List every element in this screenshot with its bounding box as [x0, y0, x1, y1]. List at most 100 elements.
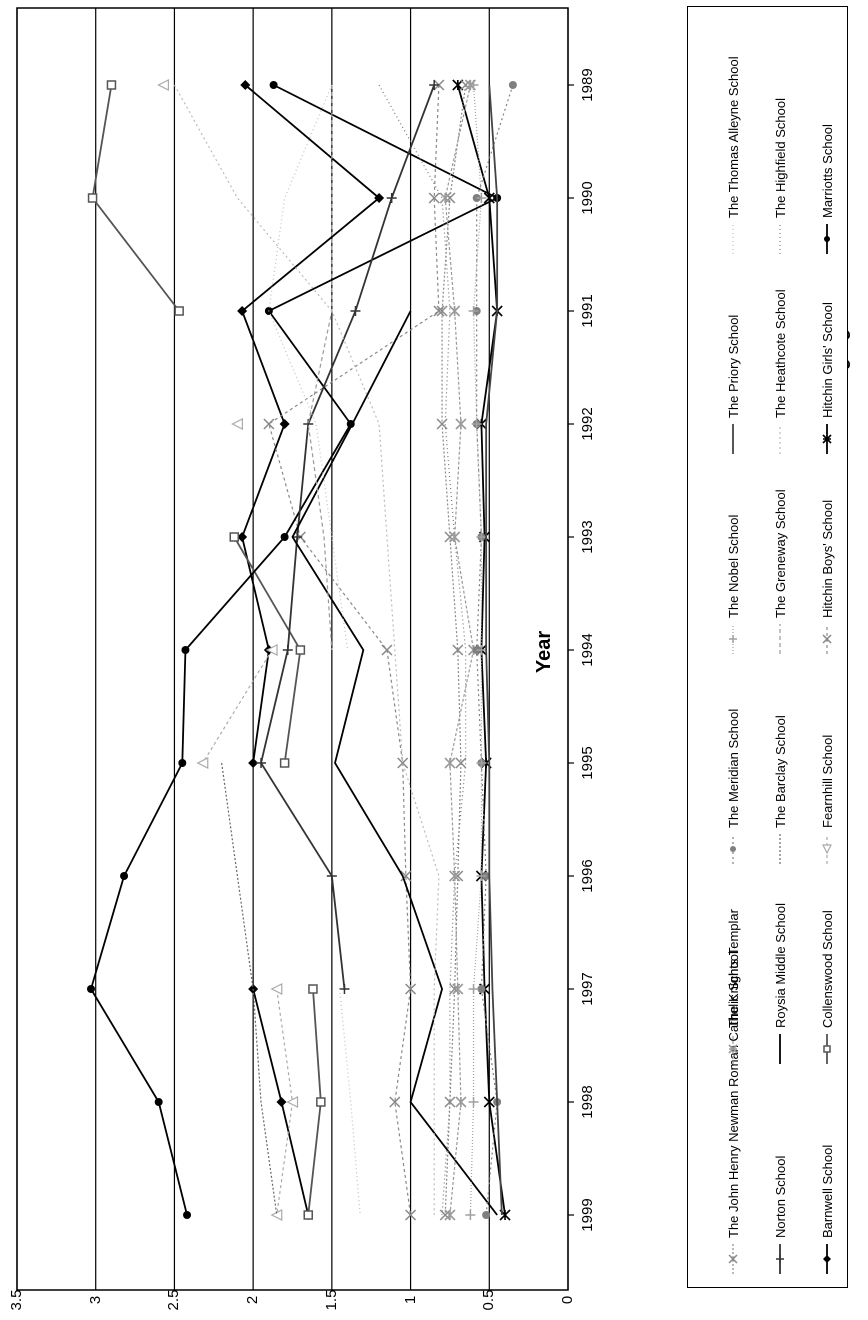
data-point — [436, 305, 448, 317]
legend-label: Barnwell School — [819, 1144, 835, 1238]
data-point — [823, 1255, 831, 1263]
data-point — [350, 306, 361, 316]
legend-entry: The John Henry Newman Roman Catholic Sch… — [724, 906, 742, 1276]
data-point — [444, 531, 456, 543]
data-point — [823, 1045, 831, 1053]
series-line — [173, 84, 440, 1215]
data-point — [468, 984, 479, 994]
data-point — [181, 646, 190, 654]
legend-label: The Nobel School — [725, 514, 741, 618]
legend-label: The Knights Templar — [725, 909, 741, 1028]
legend-swatch — [779, 624, 781, 654]
legend-swatch — [822, 624, 832, 654]
data-point — [316, 1097, 326, 1107]
series-10 — [173, 84, 440, 1215]
series-8 — [221, 762, 278, 1216]
x-tick-marks — [568, 84, 574, 1216]
legend-label: The Meridian School — [725, 708, 741, 828]
data-point — [776, 1255, 784, 1263]
data-point — [729, 635, 737, 643]
data-point — [231, 418, 243, 430]
data-point — [389, 1096, 401, 1108]
series-9 — [307, 85, 333, 651]
legend-entry: Marriotts School — [818, 0, 836, 256]
series-line — [268, 84, 440, 1216]
data-point — [449, 531, 461, 543]
x-tick-label: 1996 — [579, 859, 596, 893]
data-point — [471, 419, 482, 429]
legend-label: The Heathcote School — [772, 289, 788, 418]
series-12 — [436, 79, 472, 1221]
data-point — [476, 645, 487, 655]
data-point — [374, 193, 385, 203]
series-7 — [291, 310, 498, 1216]
legend-entry: The Priory School — [724, 86, 742, 456]
data-point — [824, 236, 830, 242]
series-line — [291, 310, 498, 1216]
data-point — [455, 1096, 467, 1108]
data-point — [444, 1096, 456, 1108]
series-line — [485, 84, 503, 1216]
data-point — [183, 1211, 192, 1219]
data-point — [292, 532, 303, 542]
data-point — [468, 306, 479, 316]
data-point — [449, 870, 461, 882]
legend-swatch — [822, 424, 832, 454]
series-5 — [86, 81, 502, 1219]
data-point — [265, 644, 278, 656]
data-point — [476, 532, 487, 542]
legend-swatch — [728, 1034, 738, 1064]
data-point — [381, 644, 393, 656]
series-lines — [86, 79, 517, 1221]
legend-label: Fearnhill School — [819, 734, 835, 828]
legend-swatch — [730, 834, 736, 864]
data-point — [822, 434, 832, 444]
y-tick-label: 3 — [86, 1295, 104, 1305]
data-point — [326, 871, 337, 881]
data-point — [405, 1209, 417, 1221]
legend-label: Roysia Middle School — [772, 902, 788, 1028]
data-point — [476, 758, 487, 768]
legend-entry: Fearnhill School — [818, 496, 836, 866]
series-line — [202, 649, 273, 764]
data-point — [279, 419, 290, 429]
legend-swatch — [779, 424, 781, 454]
legend-swatch — [822, 834, 832, 864]
data-point — [455, 418, 467, 430]
data-point — [444, 192, 456, 204]
legend-entry: The Knights Templar — [724, 696, 742, 1066]
data-point — [178, 759, 187, 767]
legend-label: The Highfield School — [772, 98, 788, 218]
x-tick-label: 1989 — [579, 68, 596, 102]
legend-label: The Priory School — [725, 314, 741, 418]
legend-entry: The Thomas Alleyne School — [724, 0, 742, 256]
series-line — [339, 988, 361, 1216]
data-point — [339, 984, 350, 994]
data-point — [439, 1209, 451, 1221]
data-point — [174, 306, 184, 316]
data-point — [240, 80, 251, 90]
series-line — [378, 84, 467, 1216]
legend-swatch — [779, 1034, 781, 1064]
data-point — [429, 80, 440, 90]
data-point — [822, 634, 832, 644]
data-point — [436, 418, 448, 430]
data-point — [452, 644, 464, 656]
data-point — [822, 844, 832, 855]
legend-label: The Greneway School — [772, 489, 788, 618]
data-point — [286, 1096, 299, 1108]
legend-swatch — [732, 424, 734, 454]
data-point — [476, 193, 487, 203]
series-0 — [237, 80, 385, 1220]
data-point — [468, 1097, 479, 1107]
data-point — [468, 80, 479, 90]
series-line — [221, 762, 278, 1216]
data-point — [400, 870, 412, 882]
data-point — [229, 532, 240, 542]
data-point — [154, 1098, 163, 1106]
data-point — [444, 1209, 456, 1221]
series-17 — [268, 84, 361, 1216]
legend-label: Norton School — [772, 1155, 788, 1238]
data-point — [269, 81, 278, 89]
